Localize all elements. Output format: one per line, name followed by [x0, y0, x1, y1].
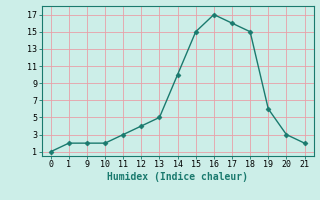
X-axis label: Humidex (Indice chaleur): Humidex (Indice chaleur) — [107, 172, 248, 182]
